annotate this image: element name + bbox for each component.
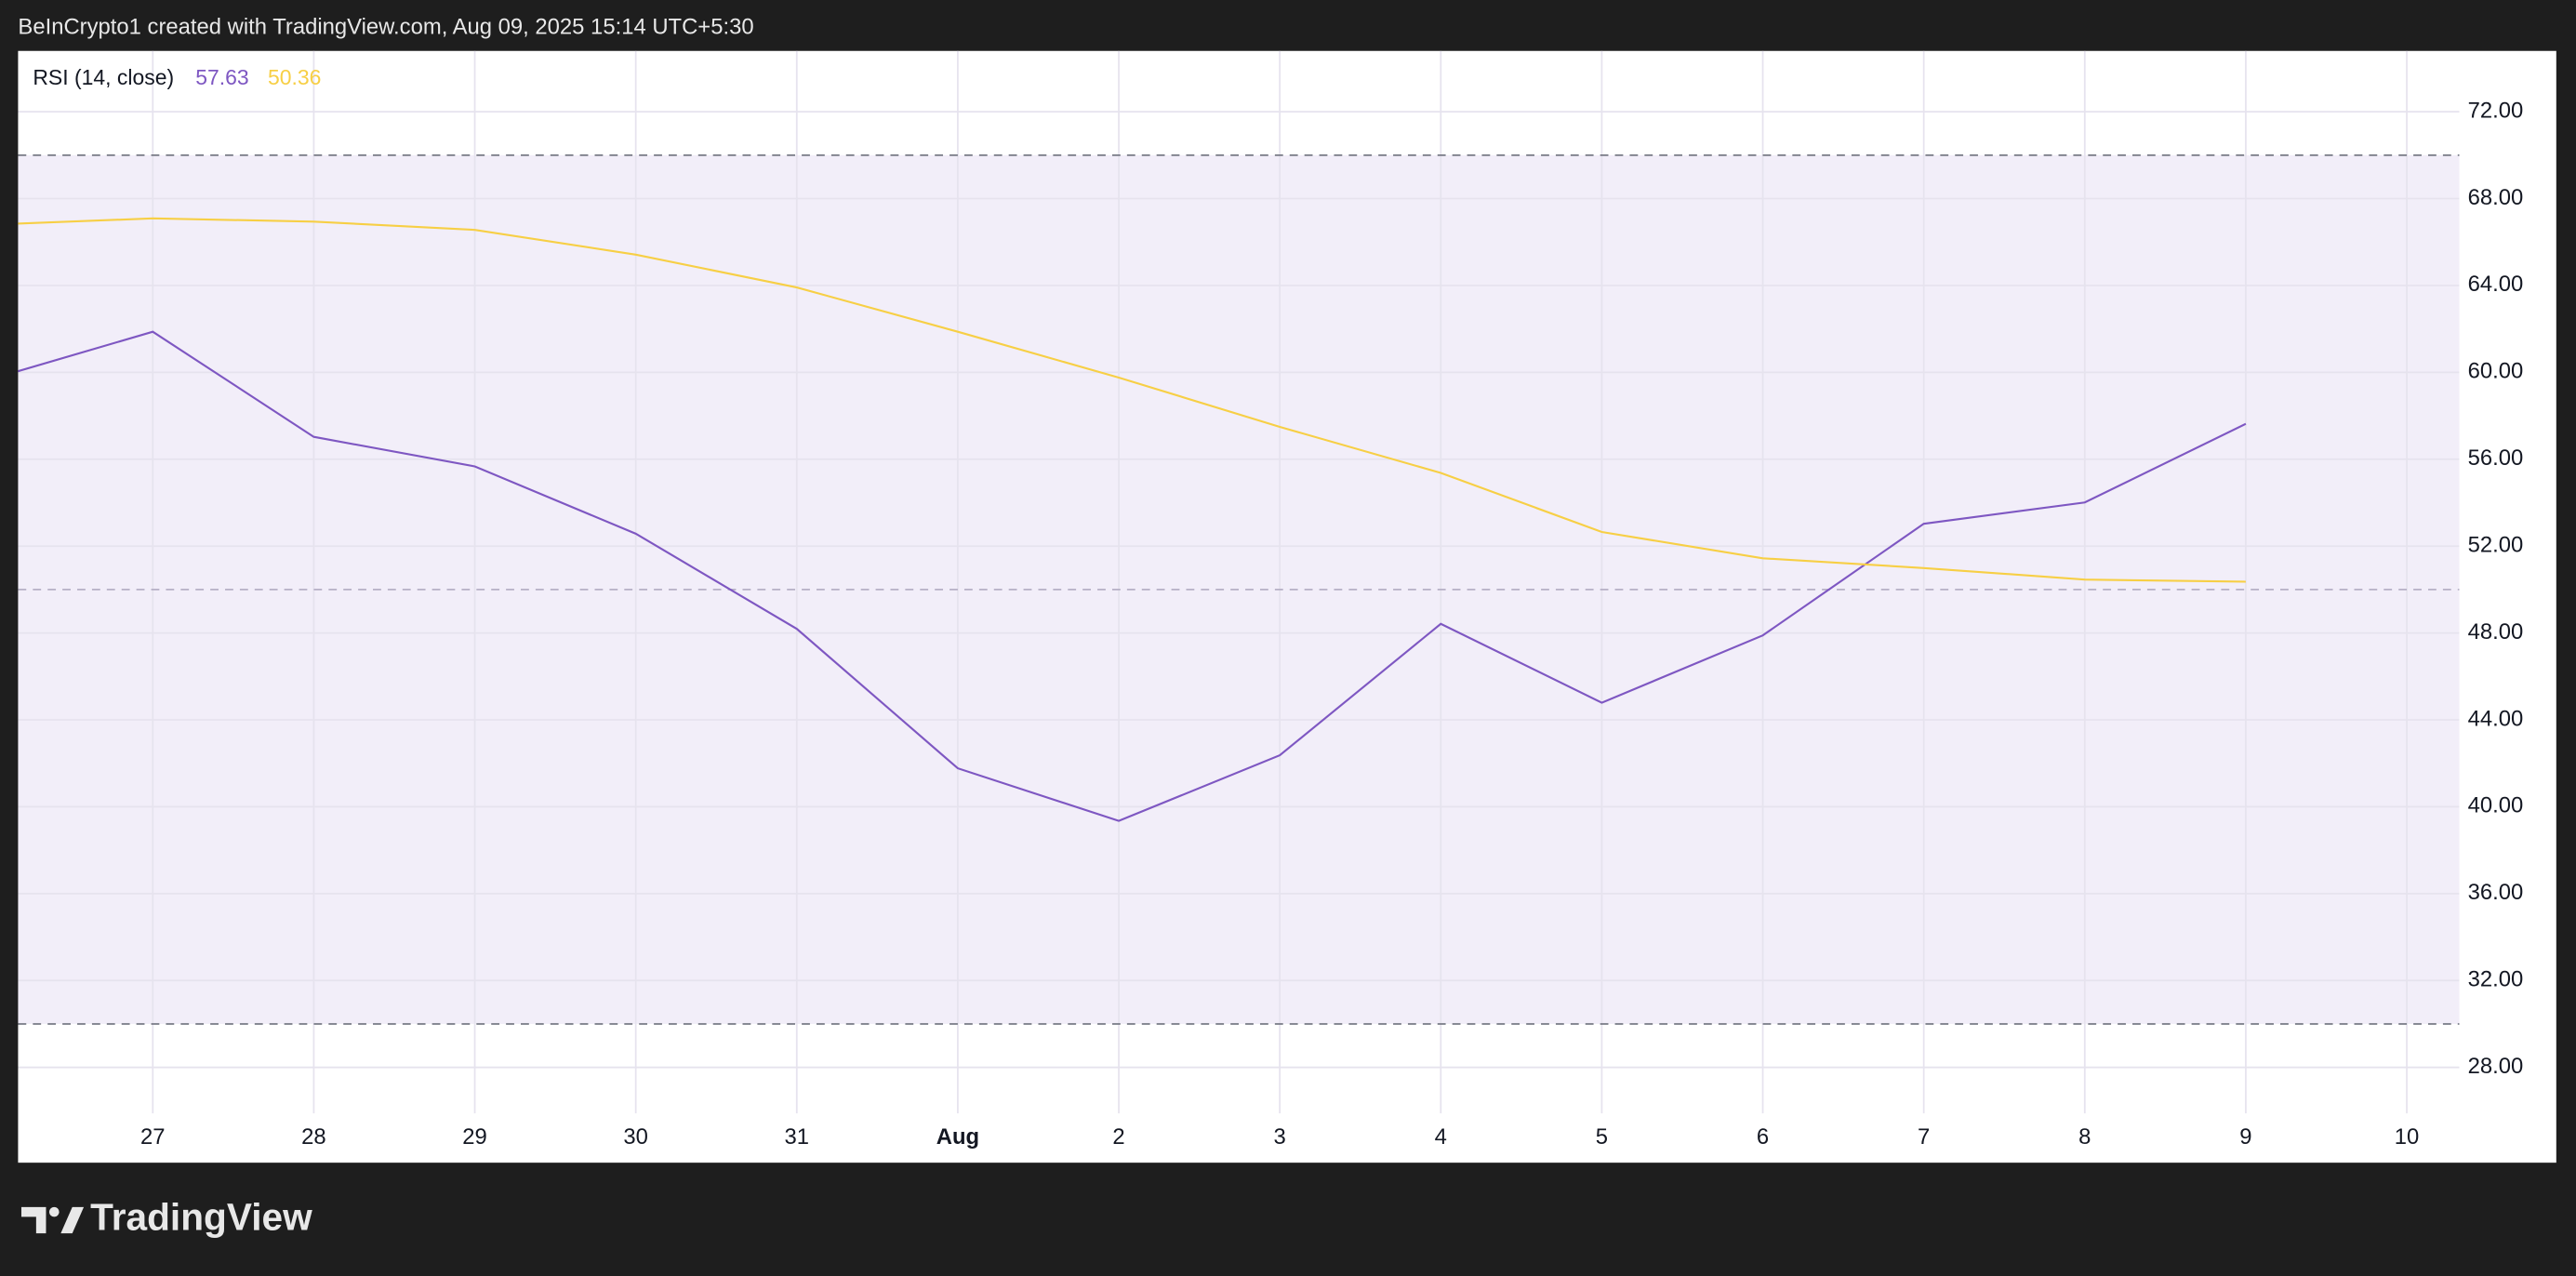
x-tick-label: 5 <box>1596 1124 1608 1150</box>
indicator-label: RSI (14, close) <box>33 65 174 89</box>
y-tick-label: 52.00 <box>2468 532 2524 557</box>
x-tick-label: 31 <box>785 1124 810 1150</box>
axes: 28.00 32.00 36.00 40.00 44.00 48.00 52.00 56.00… <box>140 98 2523 1150</box>
y-tick-label: 40.00 <box>2468 793 2524 818</box>
x-tick-label: 6 <box>1757 1124 1769 1150</box>
x-tick-label: 2 <box>1112 1124 1124 1150</box>
logo-shape <box>60 1206 85 1234</box>
brand-logo <box>20 1206 85 1234</box>
y-tick-label: 72.00 <box>2468 98 2524 123</box>
y-tick-label: 32.00 <box>2468 967 2524 992</box>
y-tick-label: 68.00 <box>2468 185 2524 210</box>
y-tick-label: 60.00 <box>2468 359 2524 384</box>
x-tick-label: 29 <box>462 1124 487 1150</box>
x-tick-label: 8 <box>2078 1124 2091 1150</box>
x-tick-label: 28 <box>301 1124 326 1150</box>
y-tick-label: 44.00 <box>2468 706 2524 731</box>
header-text: BeInCrypto1 created with TradingView.com… <box>18 14 753 39</box>
rsi-line <box>18 217 2246 583</box>
y-tick-label: 28.00 <box>2468 1054 2524 1079</box>
brand-name: TradingView <box>90 1196 312 1239</box>
plot-area <box>18 50 2460 1114</box>
x-tick-label: 4 <box>1435 1124 1447 1150</box>
x-tick-label: Aug <box>936 1124 979 1150</box>
logo-shape <box>20 1206 46 1234</box>
x-tick-label: 9 <box>2239 1124 2251 1150</box>
y-tick-label: 56.00 <box>2468 445 2524 471</box>
y-tick-label: 36.00 <box>2468 880 2524 905</box>
rsi-line <box>18 330 2247 822</box>
x-tick-label: 27 <box>140 1124 166 1150</box>
chart-panel <box>18 50 2556 1163</box>
y-tick-label: 48.00 <box>2468 619 2524 645</box>
legend-value: 57.63 <box>195 65 248 89</box>
y-tick-label: 64.00 <box>2468 272 2524 297</box>
x-tick-label: 3 <box>1274 1124 1286 1150</box>
x-tick-label: 7 <box>1918 1124 1930 1150</box>
legend-value: 50.36 <box>268 65 321 89</box>
x-tick-label: 10 <box>2395 1124 2420 1150</box>
x-tick-label: 30 <box>623 1124 648 1150</box>
logo-dot <box>48 1206 60 1217</box>
